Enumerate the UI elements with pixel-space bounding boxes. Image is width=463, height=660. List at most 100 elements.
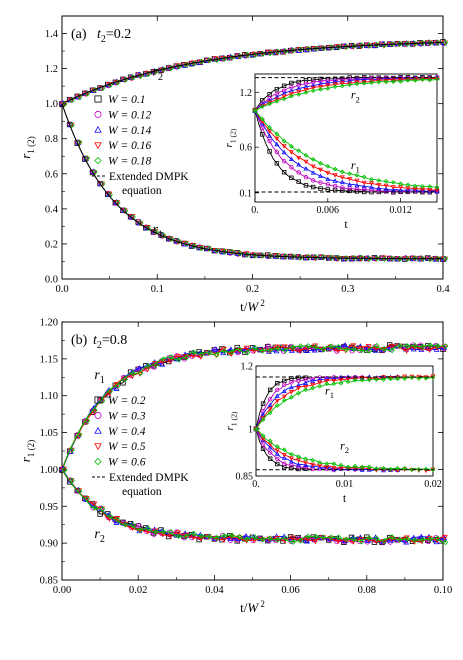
panel-b-marker-r2 (82, 495, 88, 502)
panel-a-curves (59, 39, 449, 263)
panel-a-inset-marker (274, 87, 280, 92)
panel-a-inset-xtick-label: 0.006 (317, 205, 340, 216)
panel-b-inset-marker (310, 382, 316, 388)
panel-b-marker-r2 (168, 529, 174, 535)
panel-b-marker-r1 (389, 347, 395, 354)
panel-b-marker-r2 (403, 539, 410, 545)
panel-a-inset-marker (281, 159, 287, 164)
panel-b-inset-marker (324, 461, 330, 467)
panel-b-inset-marker (331, 461, 337, 467)
panel-b-inset-marker (317, 464, 323, 470)
panel-a-marker-r2 (419, 39, 426, 46)
panel-b-inset-marker (338, 377, 344, 383)
panel-b-ytick-label: 1.00 (40, 465, 58, 476)
panel-a-marker-r2 (328, 44, 334, 51)
panel-b-curve-label-r2-base: r (94, 527, 100, 542)
panel-b-inset-curve-label-r1-sub: 1 (330, 390, 334, 400)
panel-b-marker-r2 (221, 532, 228, 539)
panel-a-inset-marker (390, 185, 396, 190)
panel-a-inset-marker (281, 83, 287, 88)
panel-b-marker-r2 (404, 536, 411, 543)
panel-b-marker-r1 (434, 343, 441, 349)
panel-a-inset-marker (427, 184, 433, 189)
panel-a-inset-curve-label-r2-sub: 2 (356, 94, 360, 104)
panel-a-marker-r2 (297, 46, 304, 53)
panel-b-marker-r2 (427, 536, 434, 543)
panel-a-inset-marker (354, 182, 360, 188)
panel-b-marker-r2 (74, 487, 80, 494)
panel-a-inset-marker (347, 182, 353, 187)
panel-a-inset-marker (288, 156, 294, 161)
panel-a-inset-marker (303, 165, 309, 171)
panel-b-inset-ylabel-sub: 1 (2) (229, 411, 238, 426)
panel-b-inset-marker (381, 377, 386, 382)
panel-a-inset-marker (274, 98, 280, 104)
panel-a-inset-marker (325, 83, 331, 88)
panel-b-inset-marker (260, 446, 266, 451)
panel-b-marker-r2 (267, 535, 274, 542)
panel-b-inset-marker (303, 380, 309, 385)
panel-b-inset-marker (275, 461, 280, 467)
panel-a-ytick-label: 0.0 (45, 275, 58, 286)
panel-a-ytick-label: 0.2 (45, 239, 58, 250)
panel-a-inset-marker (347, 188, 352, 194)
panel-a-marker-r1 (160, 232, 167, 239)
panel-b-marker-r2 (91, 501, 98, 507)
panel-a-inset-marker (310, 82, 316, 88)
panel-b-marker-r2 (107, 513, 113, 520)
panel-a-inset-ytick-label: 0.6 (240, 143, 253, 154)
panel-b-marker-r2 (403, 535, 410, 541)
panel-a-marker-r1 (152, 228, 159, 235)
panel-b-marker-r1 (343, 346, 350, 353)
panel-a-inset-marker (325, 182, 330, 187)
panel-b-marker-r1 (426, 347, 433, 353)
panel-a-marker-r2 (244, 52, 251, 58)
panel-b-inset-marker (324, 375, 329, 381)
panel-b-inset-marker (395, 373, 401, 379)
panel-b-inset-curve-label-r2: r2 (340, 438, 349, 455)
panel-b-inset-marker (331, 378, 337, 384)
panel-a-inset-ytick-label: 0.1 (240, 188, 253, 199)
panel-a-dmpk-curve-r2 (61, 41, 444, 105)
panel-b-marker-r2 (69, 477, 75, 484)
panel-a-ytick-label: 1.0 (45, 99, 58, 110)
panel-a-inset-marker (303, 175, 309, 180)
panel-b-marker-r2 (328, 534, 334, 541)
panel-b-inset-marker (331, 381, 337, 387)
panel-b-inset-marker (409, 467, 415, 473)
panel-a-xtick-label: 0.4 (436, 284, 450, 295)
panel-b-xtick-label: 0.02 (129, 585, 147, 596)
panel-a-inset-marker (288, 150, 294, 155)
panel-b-inset-marker (267, 402, 273, 407)
panel-b-marker-r2 (434, 535, 441, 542)
panel-b-inset-marker (288, 458, 294, 464)
panel-b-marker-r1 (76, 431, 83, 438)
panel-b-inset-marker (267, 407, 273, 412)
panel-b-ylabel: r1 (2) (18, 440, 36, 463)
panel-b-marker-r2 (236, 533, 243, 540)
panel-b-inset-marker (296, 465, 301, 470)
panel-a-inset-marker (376, 178, 382, 183)
panel-a-inset-marker (296, 155, 302, 161)
panel-a-xtick-label: 0.0 (55, 284, 68, 295)
panel-b-title-base: t (93, 333, 98, 348)
panel-b-marker-r1 (243, 345, 250, 352)
panel-a-inset-xlabel: t (344, 217, 348, 231)
panel-b-marker-r2 (396, 536, 403, 543)
panel-b-inset-marker (338, 380, 344, 386)
panel-b-marker-r1 (252, 344, 258, 351)
panel-a-inset-marker (361, 174, 367, 180)
panel-b-inset-ytick-label: 0.85 (236, 472, 254, 483)
panel-b-marker-r1 (114, 383, 121, 389)
panel-a-inset-marker (318, 84, 323, 90)
panel-b-ytick-label: 0.90 (40, 539, 58, 550)
panel-a-inset-ylabel-r: r (223, 143, 235, 148)
panel-a-inset-marker (427, 77, 433, 83)
panel-b-ytick-label: 1.15 (40, 354, 58, 365)
panel-b-inset-marker (303, 465, 308, 470)
panel-b-marker-r1 (304, 347, 311, 354)
panel-b-marker-r1 (221, 348, 228, 354)
panel-b-inset-marker (310, 462, 316, 468)
panel-b-marker-r2 (175, 530, 182, 536)
panel-b-inset-marker (416, 467, 422, 472)
